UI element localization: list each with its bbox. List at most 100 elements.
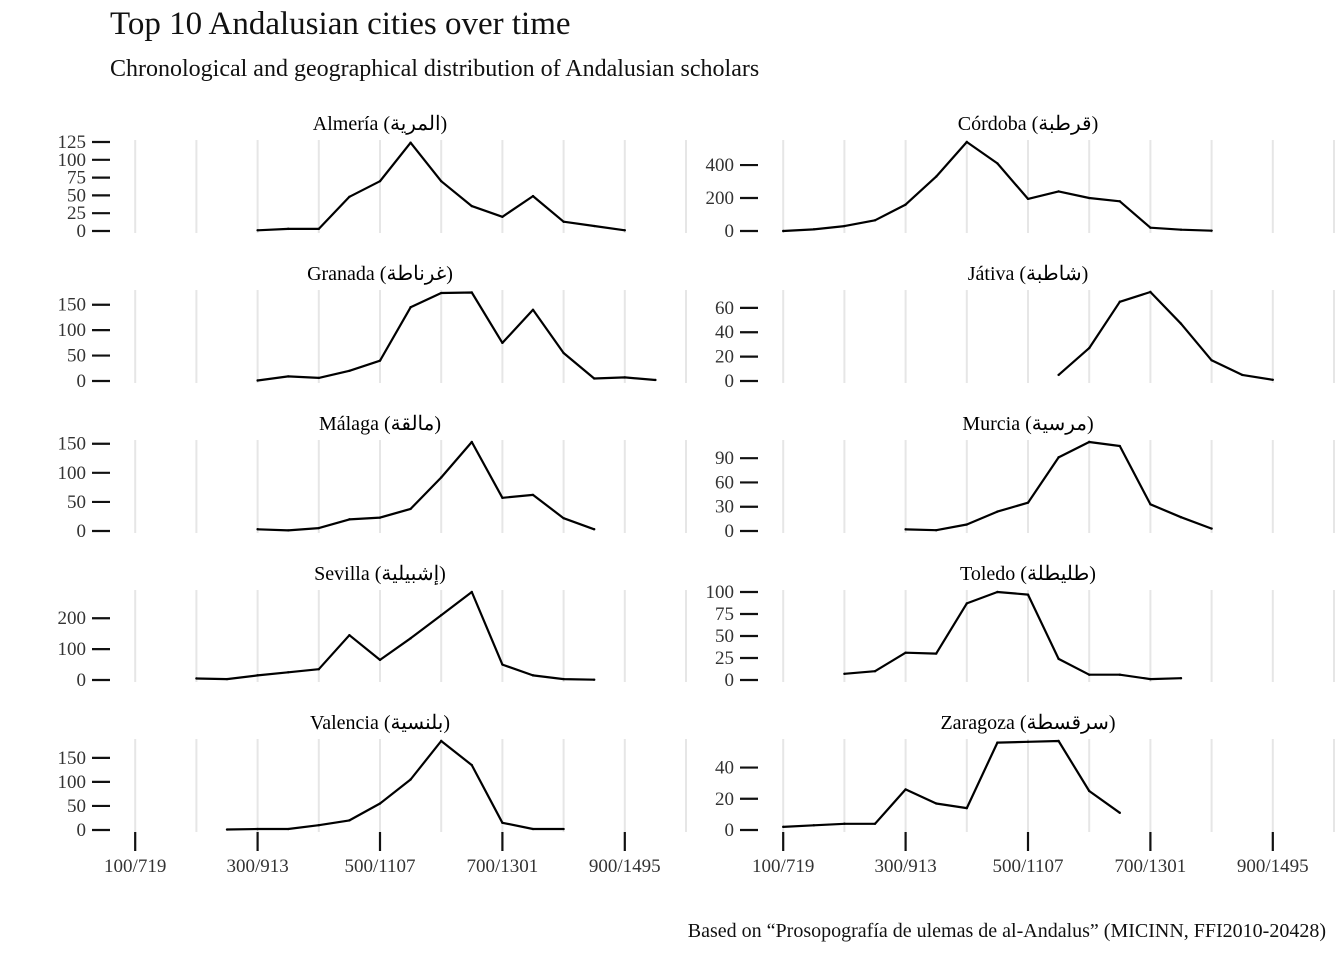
data-point bbox=[1057, 190, 1060, 193]
data-point bbox=[409, 306, 412, 309]
data-point bbox=[317, 823, 320, 827]
series-line bbox=[905, 440, 1212, 532]
panel-6: Murcia (مرسية) 0 30 60 90 bbox=[715, 413, 1335, 542]
data-point bbox=[935, 802, 938, 805]
data-point bbox=[531, 827, 535, 831]
data-point bbox=[470, 204, 473, 208]
data-point bbox=[287, 529, 290, 532]
panel-title: Toledo (طليطلة) bbox=[960, 563, 1096, 585]
y-tick-label: 400 bbox=[706, 155, 735, 176]
y-tick-label: 0 bbox=[725, 371, 735, 392]
data-point bbox=[1057, 456, 1060, 459]
data-point bbox=[531, 194, 535, 198]
x-tick-label: 700/1301 bbox=[1115, 856, 1187, 877]
data-point bbox=[1057, 739, 1060, 743]
y-tick-label: 0 bbox=[77, 371, 87, 392]
panel-9: Valencia (بلنسية) 0 50 100 150 bbox=[58, 712, 687, 841]
data-point bbox=[317, 526, 320, 530]
series-line bbox=[783, 739, 1121, 828]
data-point bbox=[562, 220, 565, 223]
data-point bbox=[348, 819, 351, 822]
data-point bbox=[562, 517, 565, 520]
data-point bbox=[287, 671, 290, 674]
panel-title: Murcia (مرسية) bbox=[962, 413, 1093, 435]
data-point bbox=[782, 825, 785, 829]
data-point bbox=[935, 175, 938, 178]
data-point bbox=[287, 827, 290, 831]
data-point bbox=[195, 677, 198, 680]
panel-5: Málaga (مالقة) 0 50 100 150 bbox=[58, 413, 687, 542]
data-point bbox=[593, 224, 596, 228]
data-point bbox=[378, 658, 382, 662]
data-point bbox=[531, 674, 535, 677]
data-point bbox=[996, 590, 999, 594]
panel-title: Valencia (بلنسية) bbox=[310, 712, 450, 734]
data-point bbox=[1210, 359, 1213, 362]
data-point bbox=[440, 739, 443, 743]
y-tick-label: 100 bbox=[58, 463, 87, 484]
data-point bbox=[843, 224, 846, 228]
data-point bbox=[1179, 322, 1183, 325]
y-tick-label: 0 bbox=[77, 820, 87, 841]
data-point bbox=[470, 590, 473, 594]
data-point bbox=[1118, 673, 1122, 676]
data-point bbox=[1210, 229, 1213, 232]
y-tick-label: 200 bbox=[706, 188, 735, 209]
y-tick-label: 0 bbox=[725, 521, 735, 542]
data-point bbox=[935, 652, 938, 655]
x-tick-label: 500/1107 bbox=[992, 856, 1063, 877]
data-point bbox=[348, 369, 351, 373]
data-point bbox=[225, 677, 229, 681]
y-tick-label: 0 bbox=[725, 221, 735, 242]
data-point bbox=[1149, 677, 1152, 681]
data-point bbox=[348, 195, 351, 199]
y-tick-label: 100 bbox=[58, 639, 87, 660]
y-tick-label: 100 bbox=[706, 582, 735, 603]
data-point bbox=[1088, 346, 1091, 350]
y-tick-label: 50 bbox=[67, 346, 86, 367]
x-tick-label: 300/913 bbox=[874, 856, 936, 877]
data-point bbox=[935, 528, 938, 532]
panel-title: Zaragoza (سرقسطة) bbox=[940, 712, 1115, 734]
x-tick-label: 900/1495 bbox=[1237, 856, 1309, 877]
x-tick-label: 100/719 bbox=[752, 856, 814, 877]
x-axis-1: 100/719 300/913 500/1107 700/1301 900/1495 bbox=[104, 832, 661, 877]
data-point bbox=[843, 672, 846, 676]
data-point bbox=[1026, 740, 1030, 743]
y-tick-label: 50 bbox=[67, 796, 86, 817]
data-point bbox=[470, 291, 473, 294]
data-point bbox=[1179, 677, 1183, 680]
y-tick-label: 20 bbox=[715, 347, 734, 368]
data-point bbox=[317, 227, 320, 231]
data-point bbox=[531, 493, 535, 497]
y-tick-label: 0 bbox=[77, 221, 87, 242]
data-point bbox=[1149, 226, 1152, 229]
data-point bbox=[873, 219, 877, 222]
data-point bbox=[562, 351, 565, 355]
y-tick-label: 60 bbox=[715, 298, 734, 319]
data-point bbox=[256, 827, 259, 831]
y-tick-label: 20 bbox=[715, 789, 734, 810]
data-point bbox=[470, 440, 473, 444]
data-point bbox=[965, 602, 968, 605]
y-tick-label: 200 bbox=[58, 608, 87, 629]
data-point bbox=[317, 376, 320, 380]
y-tick-label: 40 bbox=[715, 758, 734, 779]
data-point bbox=[904, 788, 907, 791]
panel-3: Granada (غرناطة) 0 50 100 150 bbox=[58, 263, 687, 392]
data-point bbox=[348, 518, 351, 521]
data-point bbox=[501, 215, 504, 218]
data-point bbox=[623, 229, 626, 232]
data-point bbox=[1026, 197, 1030, 201]
data-point bbox=[1241, 373, 1244, 377]
chart-caption: Based on “Prosopografía de ulemas de al-… bbox=[687, 920, 1326, 942]
data-point bbox=[440, 179, 443, 183]
data-point bbox=[1088, 440, 1091, 444]
chart-subtitle: Chronological and geographical distribut… bbox=[110, 56, 760, 82]
y-tick-label: 50 bbox=[715, 626, 734, 647]
panel-4: Játiva (شاطبة) 0 20 40 60 bbox=[715, 263, 1335, 392]
series-line bbox=[196, 590, 595, 681]
data-point bbox=[256, 379, 259, 382]
series-line bbox=[783, 140, 1212, 233]
data-point bbox=[409, 637, 412, 640]
